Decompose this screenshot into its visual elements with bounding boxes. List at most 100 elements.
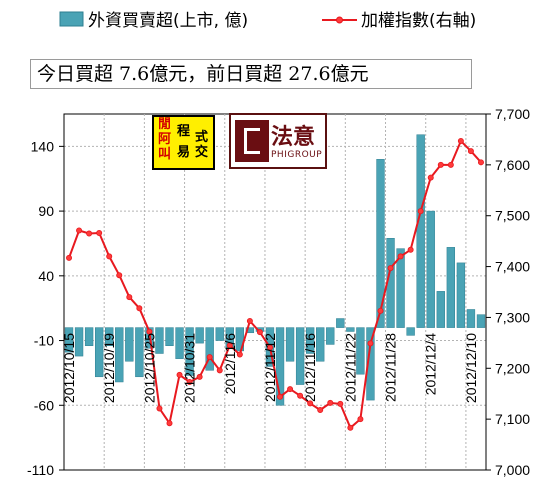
index-point: [116, 272, 123, 279]
bar: [285, 327, 295, 362]
x-tick-label: 2012/11/12: [262, 333, 278, 402]
logo-char: 交: [195, 145, 209, 160]
index-point: [266, 344, 273, 351]
index-point: [156, 405, 163, 412]
index-point: [246, 317, 253, 324]
bar: [165, 327, 174, 346]
left-tick-label: 90: [38, 203, 54, 219]
index-point: [437, 161, 444, 168]
left-tick-label: 40: [38, 268, 54, 284]
bar: [195, 327, 204, 344]
bar: [336, 318, 345, 328]
bar: [406, 327, 415, 336]
logo-char: 式: [195, 130, 209, 145]
index-point: [186, 379, 193, 386]
index-point: [86, 230, 93, 237]
right-tick-label: 7,500: [495, 208, 530, 224]
right-tick-label: 7,700: [495, 106, 530, 122]
bar: [476, 314, 486, 328]
bar: [135, 327, 144, 378]
index-point: [477, 159, 484, 166]
x-tick-label: 2012/12/4: [423, 333, 439, 395]
logo-char: 阿: [158, 132, 172, 147]
legend-bar-swatch: [59, 11, 84, 27]
bar: [456, 262, 466, 328]
x-tick-label: 2012/11/6: [222, 333, 238, 394]
bar: [155, 327, 164, 354]
left-tick-label: 140: [31, 138, 55, 154]
index-point: [287, 386, 294, 393]
left-tick-label: -60: [34, 397, 54, 413]
index-point: [146, 328, 153, 335]
logo-phigroup-name: 法意: [271, 125, 316, 150]
index-point: [327, 399, 334, 406]
index-point: [387, 265, 394, 272]
logo-phigroup-sub: PHIGROUP: [271, 150, 323, 160]
bar: [416, 134, 425, 328]
x-tick-label: 2012/10/31: [182, 333, 198, 403]
bar: [94, 327, 104, 378]
index-point: [216, 367, 223, 374]
index-point: [277, 393, 284, 400]
bar: [376, 159, 385, 328]
index-point: [457, 137, 464, 144]
bar: [74, 327, 84, 357]
index-point: [417, 208, 424, 215]
index-point: [337, 400, 344, 407]
right-tick-label: 7,000: [495, 462, 530, 478]
bar: [316, 327, 325, 362]
left-tick-label: -10: [34, 333, 54, 349]
logo-program-trading: 閒 阿 叫 程 式 交 易: [152, 115, 215, 170]
x-tick-label: 2012/12/10: [463, 333, 479, 403]
bar: [185, 327, 194, 376]
bar: [175, 327, 184, 359]
index-point: [447, 161, 454, 168]
bar: [115, 327, 124, 383]
index-point: [176, 371, 183, 378]
plot-area: [63, 113, 487, 471]
index-point: [96, 230, 103, 237]
index-point: [317, 406, 324, 413]
index-point: [367, 340, 374, 347]
right-tick-label: 7,600: [495, 157, 530, 173]
legend-line-marker: [336, 16, 343, 24]
index-point: [126, 294, 133, 301]
index-point: [136, 305, 143, 312]
logo-phigroup: 法意 PHIGROUP: [229, 113, 327, 169]
index-point: [166, 420, 173, 427]
bar: [356, 327, 365, 375]
bar: [346, 327, 355, 332]
index-point: [307, 400, 314, 407]
bar: [436, 291, 445, 328]
x-tick-label: 2012/11/28: [383, 333, 399, 402]
legend-bar-label: 外資買賣超(上市, 億): [88, 11, 248, 31]
index-point: [297, 392, 304, 399]
bar: [125, 327, 134, 362]
legend-line-label: 加權指數(右軸): [361, 11, 476, 31]
index-point: [427, 174, 434, 181]
x-tick-label: 2012/10/25: [141, 333, 157, 403]
bar: [64, 327, 74, 353]
index-point: [196, 373, 203, 380]
phigroup-mark-icon: [235, 120, 269, 162]
logo-char: 程: [177, 124, 191, 139]
bar: [275, 327, 285, 406]
index-point: [377, 307, 384, 314]
bar: [426, 210, 435, 328]
right-tick-label: 7,300: [495, 309, 530, 325]
logo-char: 閒: [158, 117, 172, 132]
index-point: [407, 246, 414, 253]
bar: [84, 327, 94, 346]
x-tick-label: 2012/10/19: [101, 333, 117, 403]
bar: [215, 327, 224, 341]
index-point: [347, 424, 354, 431]
bar: [305, 327, 315, 354]
summary-note: 今日買超 7.6億元，前日買超 27.6億元: [30, 59, 472, 89]
index-point: [226, 342, 233, 349]
x-tick-label: 2012/10/15: [61, 333, 77, 403]
x-tick-label: 2012/11/16: [302, 333, 318, 402]
logo-char: 叫: [158, 147, 172, 162]
index-point: [357, 416, 364, 423]
bar: [205, 327, 214, 371]
bar: [466, 309, 476, 328]
